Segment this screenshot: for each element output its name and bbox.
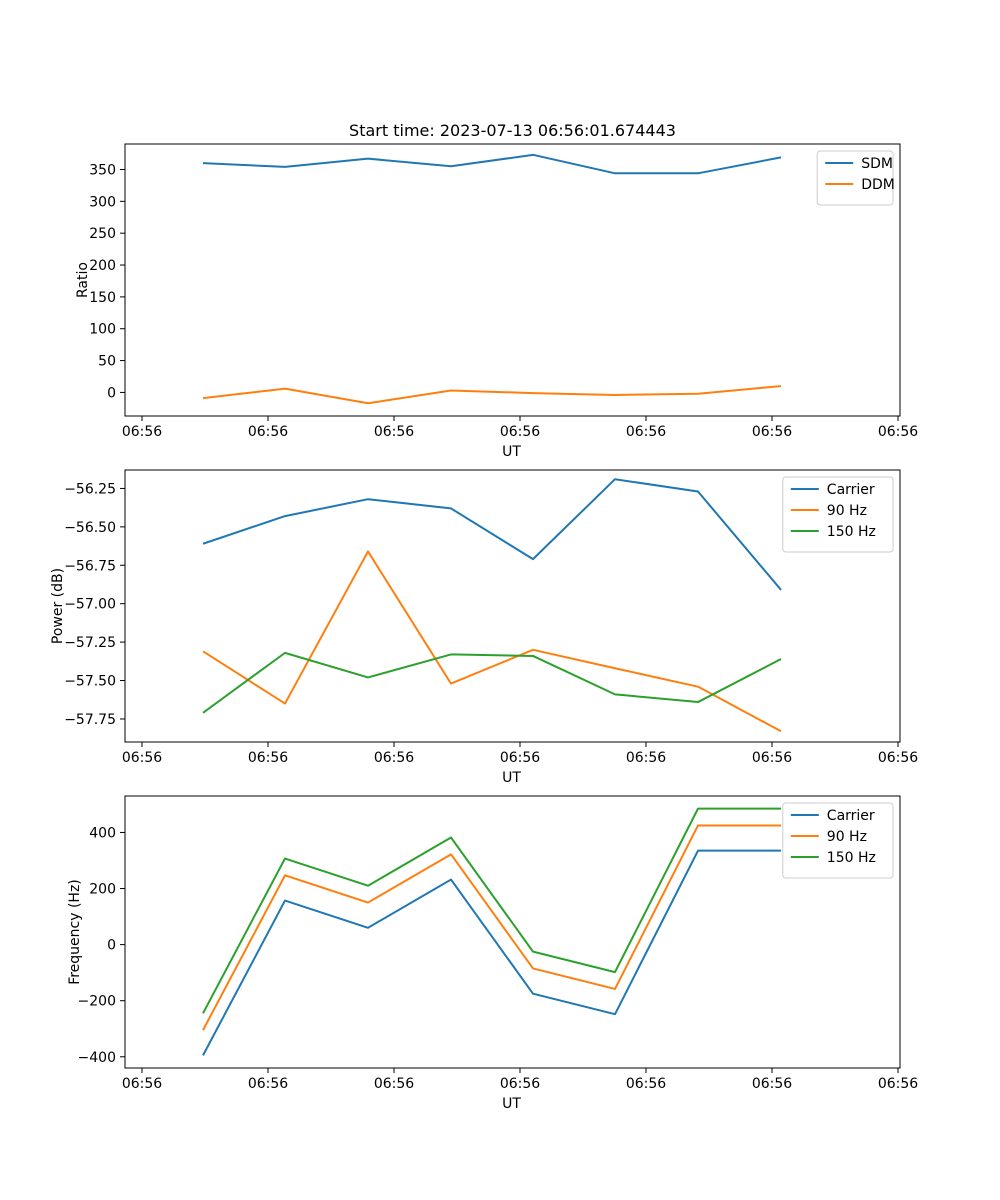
chart-title: Start time: 2023-07-13 06:56:01.674443 <box>349 121 676 140</box>
y-axis-label: Power (dB) <box>50 568 66 644</box>
legend: Carrier 90 Hz 150 Hz <box>782 802 894 879</box>
legend-entry: SDM <box>861 156 893 172</box>
x-tick-label: 06:56 <box>122 750 162 766</box>
y-tick-label: 200 <box>89 258 116 274</box>
y-tick-label: −57.50 <box>64 674 116 690</box>
series-line-90-hz <box>202 550 782 733</box>
y-tick-label: 0 <box>107 938 116 954</box>
x-tick-label: 06:56 <box>752 750 792 766</box>
x-tick-label: 06:56 <box>248 750 288 766</box>
axes-frame <box>124 469 901 743</box>
legend-entry: Carrier <box>827 808 875 824</box>
y-tick-label: −57.00 <box>64 597 116 613</box>
legend-entry: 90 Hz <box>827 503 867 519</box>
x-tick-label: 06:56 <box>878 750 918 766</box>
legend-entry: Carrier <box>827 482 875 498</box>
x-tick-label: 06:56 <box>626 750 666 766</box>
legend: SDM DDM <box>816 150 895 206</box>
x-tick-label: 06:56 <box>500 1076 540 1092</box>
x-tick-label: 06:56 <box>752 424 792 440</box>
x-tick-label: 06:56 <box>374 1076 414 1092</box>
y-tick-label: −56.25 <box>64 481 116 497</box>
y-tick-label: 0 <box>107 385 116 401</box>
legend: Carrier 90 Hz 150 Hz <box>782 476 894 553</box>
x-tick-label: 06:56 <box>248 424 288 440</box>
y-tick-label: 50 <box>98 354 116 370</box>
x-tick-label: 06:56 <box>878 424 918 440</box>
y-tick-label: −56.50 <box>64 520 116 536</box>
x-tick-label: 06:56 <box>626 1076 666 1092</box>
y-tick-label: 200 <box>89 882 116 898</box>
chart-panel-1: Start time: 2023-07-13 06:56:01.674443 06… <box>75 121 918 460</box>
legend-entry: 150 Hz <box>827 524 876 540</box>
y-tick-label: 250 <box>89 226 116 242</box>
axes-frame <box>124 143 901 417</box>
series-line-carrier <box>202 478 782 591</box>
y-tick-label: 400 <box>89 825 116 841</box>
legend-entry: 150 Hz <box>827 850 876 866</box>
chart-panel-2: 06:56 06:56 06:56 06:56 06:56 06:56 06:56 UT −57… <box>50 469 918 786</box>
x-tick-label: 06:56 <box>122 1076 162 1092</box>
x-tick-label: 06:56 <box>752 1076 792 1092</box>
legend-entry: 90 Hz <box>827 829 867 845</box>
x-axis-label: UT <box>502 770 521 786</box>
y-axis-label: Frequency (Hz) <box>67 879 83 985</box>
legend-box <box>816 150 894 206</box>
axes-frame <box>124 795 901 1069</box>
y-tick-label: −56.75 <box>64 558 116 574</box>
series-line-150-hz <box>202 807 781 1014</box>
x-axis-label: UT <box>502 1096 521 1112</box>
series-line-150-hz <box>202 651 782 714</box>
y-tick-label: −400 <box>78 1050 116 1066</box>
y-tick-label: 100 <box>89 322 116 338</box>
x-tick-label: 06:56 <box>374 750 414 766</box>
x-tick-label: 06:56 <box>248 1076 288 1092</box>
chart-panel-3: 06:56 06:56 06:56 06:56 06:56 06:56 06:56 UT −40… <box>67 795 918 1112</box>
y-axis-label: Ratio <box>75 262 91 298</box>
x-tick-label: 06:56 <box>374 424 414 440</box>
x-tick-label: 06:56 <box>122 424 162 440</box>
y-tick-label: 150 <box>89 290 116 306</box>
x-tick-label: 06:56 <box>500 750 540 766</box>
y-tick-label: −200 <box>78 994 116 1010</box>
y-tick-label: −57.75 <box>64 712 116 728</box>
series-line-sdm <box>202 153 782 175</box>
legend-box <box>782 802 894 879</box>
series-line-carrier <box>202 849 781 1056</box>
x-tick-label: 06:56 <box>500 424 540 440</box>
y-tick-label: 300 <box>89 194 116 210</box>
x-axis-label: UT <box>502 444 521 460</box>
y-tick-label: 350 <box>89 162 116 178</box>
series-line-90-hz <box>202 824 781 1031</box>
x-tick-label: 06:56 <box>878 1076 918 1092</box>
series-line-ddm <box>202 385 782 405</box>
legend-entry: DDM <box>861 177 895 193</box>
y-tick-label: −57.25 <box>64 635 116 651</box>
legend-box <box>782 476 894 553</box>
x-tick-label: 06:56 <box>626 424 666 440</box>
